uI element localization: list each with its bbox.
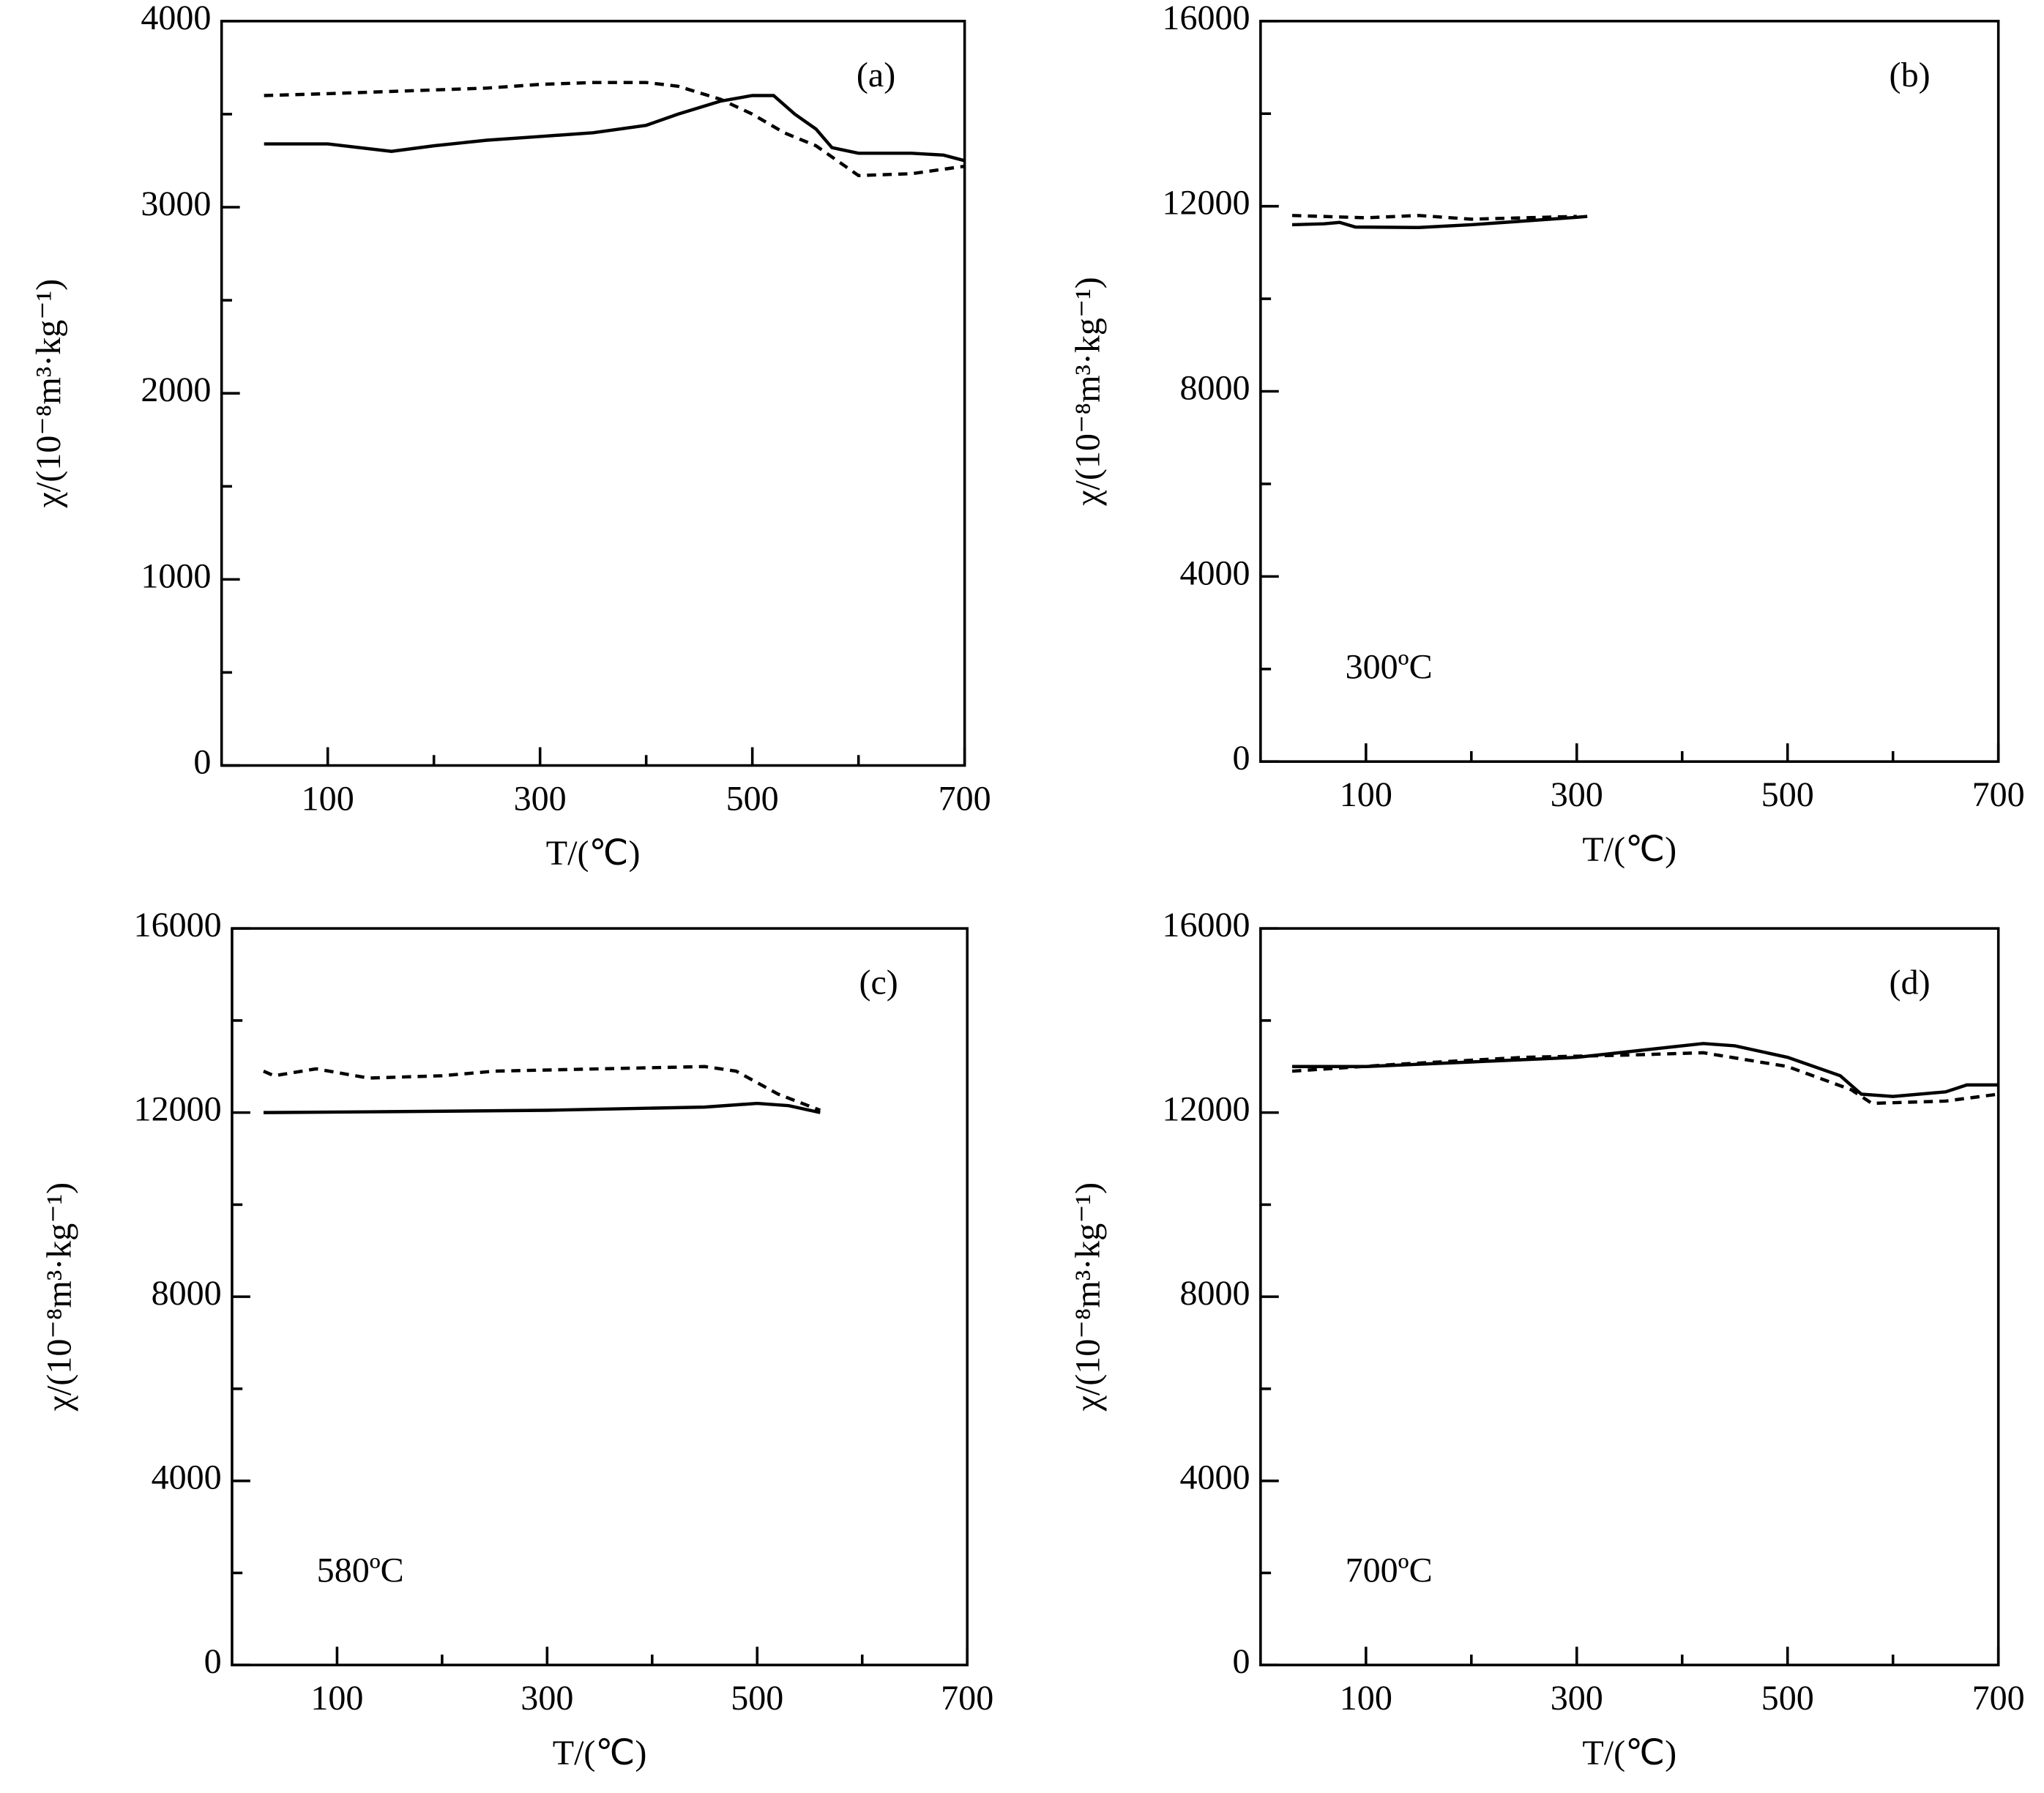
x-tick-label: 300 <box>1551 1679 1603 1718</box>
y-axis-label: χ/(10⁻⁸m³·kg⁻¹) <box>29 279 68 509</box>
x-axis-label: T/(℃) <box>546 834 641 873</box>
y-tick-label: 3000 <box>141 184 211 223</box>
y-axis-label: χ/(10⁻⁸m³·kg⁻¹) <box>1068 277 1107 507</box>
y-tick-label: 16000 <box>1162 0 1250 37</box>
y-axis-label: χ/(10⁻⁸m³·kg⁻¹) <box>40 1182 79 1412</box>
y-tick-label: 12000 <box>1162 184 1250 223</box>
y-tick-label: 8000 <box>1179 369 1250 408</box>
panel-label: (b) <box>1890 56 1931 94</box>
annotation: 580ºC <box>317 1551 404 1590</box>
line-series <box>264 94 966 163</box>
y-tick-label: 0 <box>193 743 211 782</box>
line-series <box>1291 215 1588 229</box>
x-tick-label: 500 <box>731 1679 783 1718</box>
x-tick-label: 100 <box>1340 775 1392 814</box>
y-tick-label: 0 <box>1233 739 1250 778</box>
x-tick-label: 700 <box>939 779 991 818</box>
y-tick-label: 0 <box>1233 1642 1250 1681</box>
y-tick-label: 8000 <box>1179 1274 1250 1313</box>
y-tick-label: 8000 <box>152 1274 222 1313</box>
y-tick-label: 12000 <box>1162 1090 1250 1129</box>
x-tick-label: 500 <box>726 779 779 818</box>
y-tick-label: 4000 <box>141 0 211 37</box>
x-tick-label: 100 <box>310 1679 363 1718</box>
y-tick-label: 2000 <box>141 370 211 409</box>
line-series <box>263 1101 821 1114</box>
x-tick-label: 300 <box>1551 775 1603 814</box>
y-tick-label: 12000 <box>134 1090 222 1129</box>
x-tick-label: 700 <box>1972 775 2025 814</box>
x-axis-label: T/(℃) <box>1582 1734 1676 1773</box>
x-tick-label: 100 <box>1340 1679 1392 1718</box>
line-series <box>1291 1051 1999 1106</box>
line-series <box>1292 1042 1999 1098</box>
x-tick-label: 300 <box>514 779 567 818</box>
line-series <box>263 1065 821 1112</box>
x-tick-label: 700 <box>1972 1679 2025 1718</box>
y-tick-label: 16000 <box>1162 906 1250 944</box>
x-axis-label: T/(℃) <box>553 1734 647 1773</box>
annotation: 300ºC <box>1346 648 1433 687</box>
panel-label: (d) <box>1890 963 1931 1002</box>
y-tick-label: 1000 <box>141 556 211 595</box>
x-tick-label: 500 <box>1761 1679 1814 1718</box>
line-series <box>1291 214 1577 221</box>
x-tick-label: 500 <box>1761 775 1814 814</box>
x-tick-label: 300 <box>521 1679 573 1718</box>
line-series <box>264 81 965 178</box>
panel-label: (c) <box>859 963 898 1002</box>
y-tick-label: 4000 <box>1179 553 1250 592</box>
y-tick-label: 0 <box>204 1642 222 1681</box>
x-axis-label: T/(℃) <box>1582 830 1676 869</box>
panel-label: (a) <box>857 56 895 94</box>
x-tick-label: 100 <box>302 779 354 818</box>
y-tick-label: 4000 <box>1179 1458 1250 1497</box>
x-tick-label: 700 <box>941 1679 993 1718</box>
annotation: 700ºC <box>1346 1551 1433 1590</box>
y-tick-label: 4000 <box>152 1458 222 1497</box>
y-axis-label: χ/(10⁻⁸m³·kg⁻¹) <box>1068 1182 1107 1412</box>
y-tick-label: 16000 <box>134 906 222 944</box>
